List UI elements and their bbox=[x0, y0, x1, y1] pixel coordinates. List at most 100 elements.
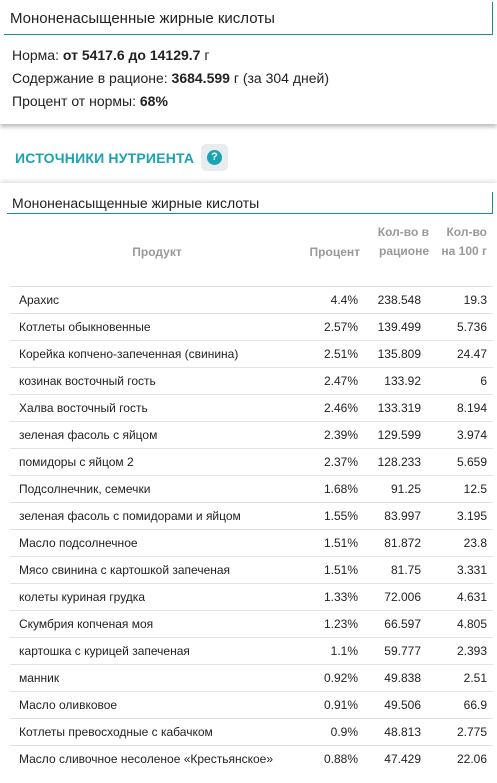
header-per100[interactable]: Кол-во на 100 г bbox=[441, 225, 487, 258]
table-row: Подсолнечник, семечки 1.68% 91.25 12.5 bbox=[10, 475, 493, 502]
per100-cell: 5.659 bbox=[456, 455, 487, 469]
per100-cell: 12.5 bbox=[463, 482, 487, 496]
norm-label: Норма: bbox=[12, 47, 59, 63]
percent-cell: 0.9% bbox=[330, 725, 358, 739]
percent-cell: 1.33% bbox=[323, 590, 358, 604]
per100-cell: 3.195 bbox=[456, 509, 487, 523]
table-row: Котлеты превосходные с кабачком 0.9% 48.81… bbox=[10, 718, 493, 745]
table-row: манник 0.92% 49.838 2.51 bbox=[10, 664, 493, 691]
percent-cell: 1.68% bbox=[323, 482, 358, 496]
product-cell: Котлеты обыкновенные bbox=[19, 320, 151, 334]
amount-cell: 129.599 bbox=[377, 428, 421, 442]
per100-cell: 19.3 bbox=[463, 293, 487, 307]
per100-cell: 6 bbox=[480, 374, 487, 388]
product-cell: Подсолнечник, семечки bbox=[19, 482, 151, 496]
per100-cell: 2.393 bbox=[456, 644, 487, 658]
amount-cell: 238.548 bbox=[377, 293, 421, 307]
content-unit: г (за 304 дней) bbox=[233, 70, 329, 86]
per100-cell: 66.9 bbox=[463, 698, 487, 712]
amount-cell: 83.997 bbox=[384, 509, 421, 523]
table-row: Масло подсолнечное 1.51% 81.872 23.8 bbox=[10, 529, 493, 556]
per100-cell: 4.631 bbox=[456, 590, 487, 604]
table-row: картошка с курицей запеченая 1.1% 59.777 2.… bbox=[10, 637, 493, 664]
table-row: Скумбрия копченая моя 1.23% 66.597 4.805 bbox=[10, 610, 493, 637]
per100-cell: 4.805 bbox=[456, 617, 487, 631]
amount-cell: 72.006 bbox=[384, 590, 421, 604]
amount-cell: 81.872 bbox=[384, 536, 421, 550]
table-row: Корейка копчено-запеченная (свинина) 2.51… bbox=[10, 340, 493, 367]
percent-cell: 2.57% bbox=[323, 320, 358, 334]
per100-cell: 2.775 bbox=[456, 725, 487, 739]
product-cell: Котлеты превосходные с кабачком bbox=[19, 725, 213, 739]
sources-title: ИСТОЧНИКИ НУТРИЕНТА bbox=[15, 150, 195, 166]
table-row: Арахис 4.4% 238.548 19.3 bbox=[10, 286, 493, 313]
per100-cell: 3.974 bbox=[456, 428, 487, 442]
amount-cell: 139.499 bbox=[377, 320, 421, 334]
product-cell: манник bbox=[19, 671, 60, 685]
product-cell: Масло подсолнечное bbox=[19, 536, 138, 550]
product-cell: козинак восточный гость bbox=[19, 374, 156, 388]
product-cell: Халва восточный гость bbox=[19, 401, 148, 415]
per100-cell: 2.51 bbox=[463, 671, 487, 685]
content-label: Содержание в рационе: bbox=[12, 70, 168, 86]
percent-cell: 2.39% bbox=[323, 428, 358, 442]
amount-cell: 133.319 bbox=[377, 401, 421, 415]
per100-cell: 24.47 bbox=[456, 347, 487, 361]
table-row: помидоры с яйцом 2 2.37% 128.233 5.659 bbox=[10, 448, 493, 475]
header-amount[interactable]: Кол-во в рационе bbox=[377, 225, 429, 258]
table-body: Арахис 4.4% 238.548 19.3 Котлеты обыкновенны… bbox=[10, 286, 493, 772]
table-row: зеленая фасоль с яйцом 2.39% 129.599 3.974 bbox=[10, 421, 493, 448]
percent-cell: 4.4% bbox=[330, 293, 358, 307]
amount-cell: 133.92 bbox=[384, 374, 421, 388]
norm-value: от 5417.6 до 14129.7 bbox=[62, 47, 201, 63]
per100-cell: 5.736 bbox=[456, 320, 487, 334]
table-row: Халва восточный гость 2.46% 133.319 8.194 bbox=[10, 394, 493, 421]
product-cell: зеленая фасоль с яйцом bbox=[19, 428, 158, 442]
amount-cell: 91.25 bbox=[390, 482, 421, 496]
product-cell: Арахис bbox=[19, 293, 60, 307]
percent-label: Процент от нормы: bbox=[12, 93, 136, 109]
product-cell: Масло оливковое bbox=[19, 698, 118, 712]
header-percent[interactable]: Процент bbox=[309, 245, 360, 259]
percent-cell: 2.37% bbox=[323, 455, 358, 469]
content-value: 3684.599 bbox=[171, 70, 230, 86]
percent-cell: 2.51% bbox=[323, 347, 358, 361]
nutrient-sources-header: ИСТОЧНИКИ НУТРИЕНТА ? bbox=[0, 140, 497, 176]
amount-cell: 49.838 bbox=[384, 671, 421, 685]
per100-cell: 3.331 bbox=[456, 563, 487, 577]
amount-cell: 48.813 bbox=[384, 725, 421, 739]
amount-cell: 135.809 bbox=[377, 347, 421, 361]
header-product[interactable]: Продукт bbox=[132, 245, 182, 259]
product-cell: картошка с курицей запеченая bbox=[19, 644, 190, 658]
percent-cell: 1.55% bbox=[323, 509, 358, 523]
content-line: Содержание в рационе: 3684.599 г (за 304… bbox=[12, 70, 329, 86]
question-circle-icon: ? bbox=[207, 150, 222, 165]
table-row: Масло оливковое 0.91% 49.506 66.9 bbox=[10, 691, 493, 718]
percent-cell: 0.92% bbox=[323, 671, 358, 685]
percent-cell: 2.46% bbox=[323, 401, 358, 415]
percent-cell: 1.23% bbox=[323, 617, 358, 631]
product-cell: помидоры с яйцом 2 bbox=[19, 455, 134, 469]
per100-cell: 8.194 bbox=[456, 401, 487, 415]
amount-cell: 81.75 bbox=[390, 563, 421, 577]
table-row: козинак восточный гость 2.47% 133.92 6 bbox=[10, 367, 493, 394]
table-row: Мясо свинина с картошкой запеченая 1.51% 8… bbox=[10, 556, 493, 583]
norm-unit: г bbox=[204, 47, 210, 63]
percent-cell: 0.91% bbox=[323, 698, 358, 712]
table-row: зеленая фасоль с помидорами и яйцом 1.55%… bbox=[10, 502, 493, 529]
norm-line: Норма: от 5417.6 до 14129.7 г bbox=[12, 47, 209, 63]
sources-table-card: Мононенасыщенные жирные кислоты Продукт … bbox=[0, 183, 497, 783]
table-row: колеты куриная грудка 1.33% 72.006 4.631 bbox=[10, 583, 493, 610]
summary-title: Мононенасыщенные жирные кислоты bbox=[4, 2, 493, 35]
table-title: Мононенасыщенные жирные кислоты bbox=[7, 192, 493, 214]
help-button[interactable]: ? bbox=[201, 144, 228, 171]
table-row: Масло сливочное несоленое «Крестьянское»… bbox=[10, 745, 493, 772]
product-cell: Масло сливочное несоленое «Крестьянское» bbox=[19, 752, 273, 766]
per100-cell: 23.8 bbox=[463, 536, 487, 550]
nutrient-summary-card: Мононенасыщенные жирные кислоты Норма: о… bbox=[0, 0, 497, 124]
percent-cell: 1.51% bbox=[323, 536, 358, 550]
amount-cell: 66.597 bbox=[384, 617, 421, 631]
product-cell: колеты куриная грудка bbox=[19, 590, 145, 604]
percent-cell: 1.51% bbox=[323, 563, 358, 577]
amount-cell: 128.233 bbox=[377, 455, 421, 469]
